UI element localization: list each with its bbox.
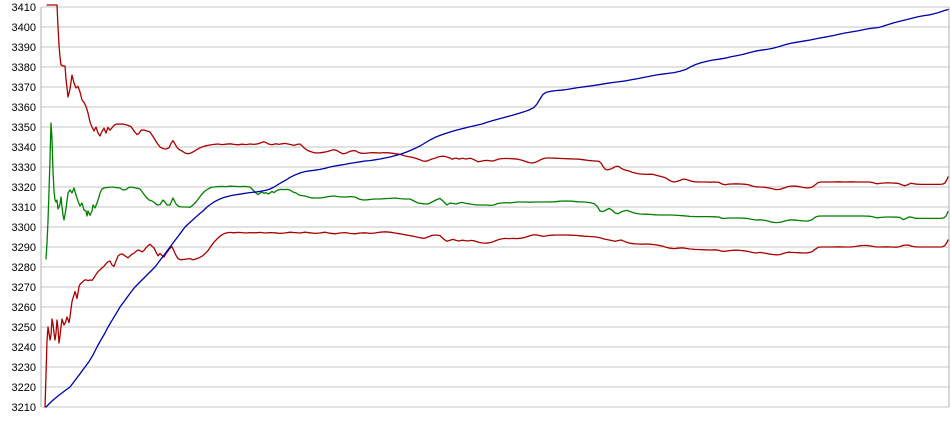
y-axis-tick-label: 3220 [12,382,36,394]
y-axis-tick-label: 3250 [12,322,36,334]
y-axis-tick-label: 3350 [12,122,36,134]
y-axis-tick-label: 3330 [12,162,36,174]
y-axis-tick-label: 3230 [12,362,36,374]
y-axis-tick-label: 3210 [12,402,36,414]
y-axis-tick-label: 3400 [12,22,36,34]
y-axis-tick-label: 3390 [12,42,36,54]
y-axis-tick-label: 3360 [12,102,36,114]
series-middle-line [45,122,949,260]
y-axis-tick-label: 3320 [12,182,36,194]
y-axis-tick-label: 3240 [12,342,36,354]
y-axis-tick-label: 3380 [12,62,36,74]
series-cumulative-line [45,8,949,408]
y-axis-tick-label: 3270 [12,282,36,294]
y-axis-tick-label: 3370 [12,82,36,94]
y-axis-tick-label: 3340 [12,142,36,154]
y-axis-tick-label: 3310 [12,202,36,214]
series-upper-band [46,4,949,191]
y-axis-tick-label: 3280 [12,262,36,274]
y-axis-tick-label: 3260 [12,302,36,314]
y-axis-tick-label: 3300 [12,222,36,234]
series-lower-band [44,231,949,408]
y-axis-tick-label: 3290 [12,242,36,254]
y-axis-tick-label: 3410 [12,2,36,14]
